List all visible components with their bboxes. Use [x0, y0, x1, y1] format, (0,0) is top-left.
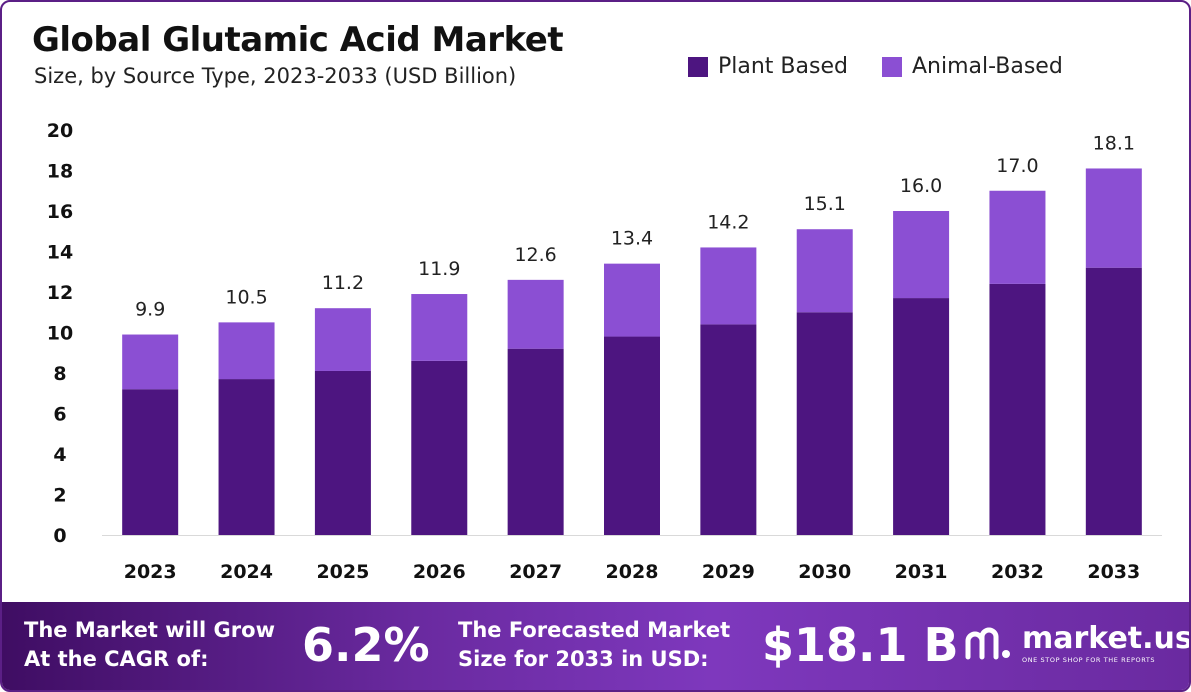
market-us-logo-icon — [965, 627, 1010, 660]
chart-title: Global Glutamic Acid Market — [32, 20, 564, 60]
y-tick-label: 12 — [47, 282, 73, 304]
bar-animal-based-2028 — [604, 263, 660, 337]
forecast-label: The Forecasted Market Size for 2033 in U… — [458, 616, 730, 674]
y-tick-label: 20 — [47, 120, 73, 142]
total-label-2027: 12.6 — [514, 244, 556, 266]
bar-animal-based-2031 — [893, 211, 950, 299]
bar-plant-based-2027 — [507, 348, 564, 535]
total-label-2032: 17.0 — [996, 155, 1038, 177]
brand-name: market.us — [1022, 621, 1191, 656]
x-tick-label-2029: 2029 — [702, 561, 755, 583]
bar-plant-based-2031 — [893, 298, 950, 535]
forecast-label-line1: The Forecasted Market — [458, 618, 731, 642]
legend-swatch-plant-based — [688, 56, 708, 77]
x-tick-label-2024: 2024 — [220, 561, 273, 583]
x-tick-label-2028: 2028 — [606, 561, 659, 583]
bar-animal-based-2026 — [411, 294, 468, 361]
total-label-2026: 11.9 — [418, 258, 460, 280]
cagr-value: 6.2% — [302, 618, 430, 672]
bar-plant-based-2032 — [989, 283, 1046, 535]
legend-label-plant-based: Plant Based — [718, 54, 848, 79]
y-tick-label: 18 — [47, 161, 73, 183]
legend-item-plant-based: Plant Based — [688, 54, 848, 79]
bar-animal-based-2025 — [314, 308, 371, 371]
x-tick-label-2023: 2023 — [124, 561, 177, 583]
x-tick-label-2032: 2032 — [991, 561, 1044, 583]
forecast-value: $18.1 B — [762, 618, 959, 672]
bar-animal-based-2029 — [700, 247, 757, 325]
bar-animal-based-2027 — [507, 279, 564, 349]
bar-animal-based-2033 — [1085, 168, 1142, 268]
bar-plant-based-2023 — [122, 389, 179, 535]
x-tick-label-2033: 2033 — [1087, 561, 1140, 583]
x-tick-label-2027: 2027 — [509, 561, 562, 583]
bar-animal-based-2024 — [218, 322, 275, 380]
summary-banner: The Market will Grow At the CAGR of: 6.2… — [2, 602, 1189, 690]
bar-plant-based-2025 — [314, 370, 371, 535]
bar-animal-based-2032 — [989, 190, 1046, 284]
total-label-2031: 16.0 — [900, 175, 942, 197]
y-tick-label: 0 — [53, 525, 66, 547]
y-tick-label: 10 — [47, 323, 73, 345]
bar-plant-based-2026 — [411, 360, 468, 535]
bar-animal-based-2023 — [122, 334, 179, 390]
bar-plant-based-2028 — [604, 336, 660, 535]
bar-plant-based-2033 — [1085, 267, 1142, 535]
chart-legend: Plant Based Animal-Based — [688, 54, 1063, 79]
y-tick-label: 14 — [47, 242, 73, 264]
x-tick-label-2031: 2031 — [895, 561, 948, 583]
y-tick-label: 8 — [53, 363, 66, 385]
total-label-2029: 14.2 — [707, 211, 749, 233]
cagr-label-line1: The Market will Grow — [24, 618, 275, 642]
total-label-2025: 11.2 — [322, 272, 364, 294]
bar-plant-based-2024 — [218, 379, 275, 535]
forecast-label-line2: Size for 2033 in USD: — [458, 647, 709, 671]
y-tick-label: 16 — [47, 201, 73, 223]
bar-chart: 0 2 4 6 8 10 12 14 16 18 20 9.9 2023 10.5 2024 11.2 2025… — [47, 120, 1162, 583]
x-tick-label-2025: 2025 — [316, 561, 369, 583]
brand-logo: market.us ONE STOP SHOP FOR THE REPORTS — [964, 621, 1191, 664]
total-label-2030: 15.1 — [804, 193, 846, 215]
total-label-2028: 13.4 — [611, 228, 653, 250]
legend-label-animal-based: Animal-Based — [911, 54, 1063, 79]
chart-subtitle: Size, by Source Type, 2023-2033 (USD Bil… — [34, 64, 517, 88]
y-tick-label: 4 — [53, 444, 66, 466]
bar-plant-based-2029 — [700, 324, 757, 535]
legend-swatch-animal-based — [881, 56, 902, 77]
total-label-2024: 10.5 — [225, 286, 267, 308]
bar-animal-based-2030 — [796, 229, 853, 313]
total-label-2023: 9.9 — [135, 299, 165, 321]
brand-tagline: ONE STOP SHOP FOR THE REPORTS — [1022, 656, 1156, 664]
cagr-label: The Market will Grow At the CAGR of: — [24, 616, 275, 674]
y-tick-label: 2 — [53, 485, 66, 507]
y-tick-label: 6 — [53, 404, 66, 426]
total-label-2033: 18.1 — [1093, 132, 1135, 154]
legend-item-animal-based: Animal-Based — [881, 54, 1063, 79]
x-tick-label-2026: 2026 — [413, 561, 466, 583]
cagr-label-line2: At the CAGR of: — [24, 647, 209, 671]
bar-plant-based-2030 — [796, 312, 853, 535]
x-tick-label-2030: 2030 — [798, 561, 851, 583]
